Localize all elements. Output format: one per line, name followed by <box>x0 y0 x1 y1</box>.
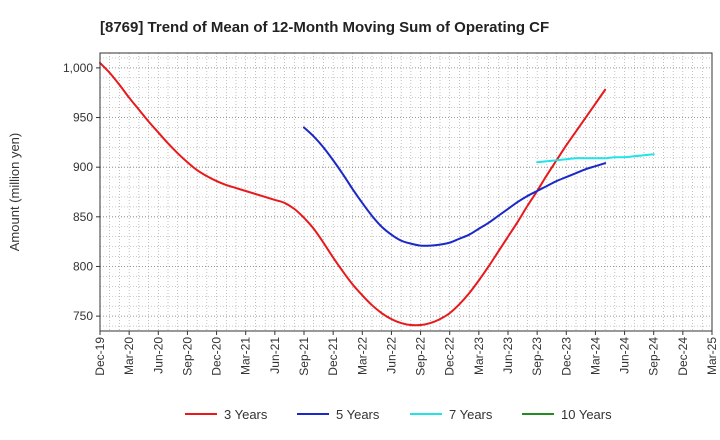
y-tick-label: 950 <box>73 111 93 125</box>
x-tick-label: Mar-23 <box>472 337 486 375</box>
x-tick-label: Sep-21 <box>297 337 311 376</box>
x-tick-label: Sep-24 <box>647 337 661 376</box>
y-axis-label: Amount (million yen) <box>7 133 22 252</box>
y-tick-label: 850 <box>73 210 93 224</box>
legend: 3 Years 5 Years 7 Years 10 Years <box>185 407 612 422</box>
x-tick-label: Dec-22 <box>443 337 457 376</box>
grid <box>100 53 712 331</box>
x-tick-label: Mar-20 <box>122 337 136 375</box>
plot-frame <box>99 52 713 332</box>
series-line-3-years <box>99 61 607 327</box>
x-tick-label: Jun-23 <box>501 337 515 374</box>
x-tick-label: Jun-21 <box>268 337 282 374</box>
x-tick-label: Sep-22 <box>414 337 428 376</box>
x-tick-label: Mar-25 <box>705 337 719 375</box>
x-tick-label: Dec-24 <box>676 337 690 376</box>
chart-title: [8769] Trend of Mean of 12-Month Moving … <box>100 19 549 36</box>
x-tick-label: Sep-23 <box>530 337 544 376</box>
y-tick-label: 750 <box>73 309 93 323</box>
legend-label-10-years: 10 Years <box>561 407 612 422</box>
series-line-5-years <box>303 126 607 247</box>
y-tick-label: 1,000 <box>63 61 93 75</box>
x-tick-label: Dec-20 <box>210 337 224 376</box>
x-tick-label: Dec-21 <box>326 337 340 376</box>
x-tick-label: Jun-22 <box>384 337 398 374</box>
x-tick-label: Jun-20 <box>151 337 165 374</box>
x-tick-label: Mar-22 <box>355 337 369 375</box>
x-tick-label: Sep-20 <box>180 337 194 376</box>
y-axis: 750 800 850 900 950 1,000 <box>63 61 100 323</box>
y-tick-label: 900 <box>73 160 93 174</box>
x-axis: Dec-19 Mar-20 Jun-20 Sep-20 Dec-20 Mar-21 Jun-… <box>93 331 719 376</box>
legend-label-5-years: 5 Years <box>336 407 380 422</box>
legend-label-3-years: 3 Years <box>224 407 268 422</box>
legend-label-7-years: 7 Years <box>449 407 493 422</box>
series-group <box>99 61 655 327</box>
x-tick-label: Dec-23 <box>559 337 573 376</box>
x-tick-label: Mar-24 <box>588 337 602 375</box>
series-line-7-years <box>536 153 655 164</box>
y-tick-label: 800 <box>73 259 93 273</box>
x-tick-label: Mar-21 <box>239 337 253 375</box>
x-tick-label: Jun-24 <box>618 337 632 374</box>
x-tick-label: Dec-19 <box>93 337 107 376</box>
